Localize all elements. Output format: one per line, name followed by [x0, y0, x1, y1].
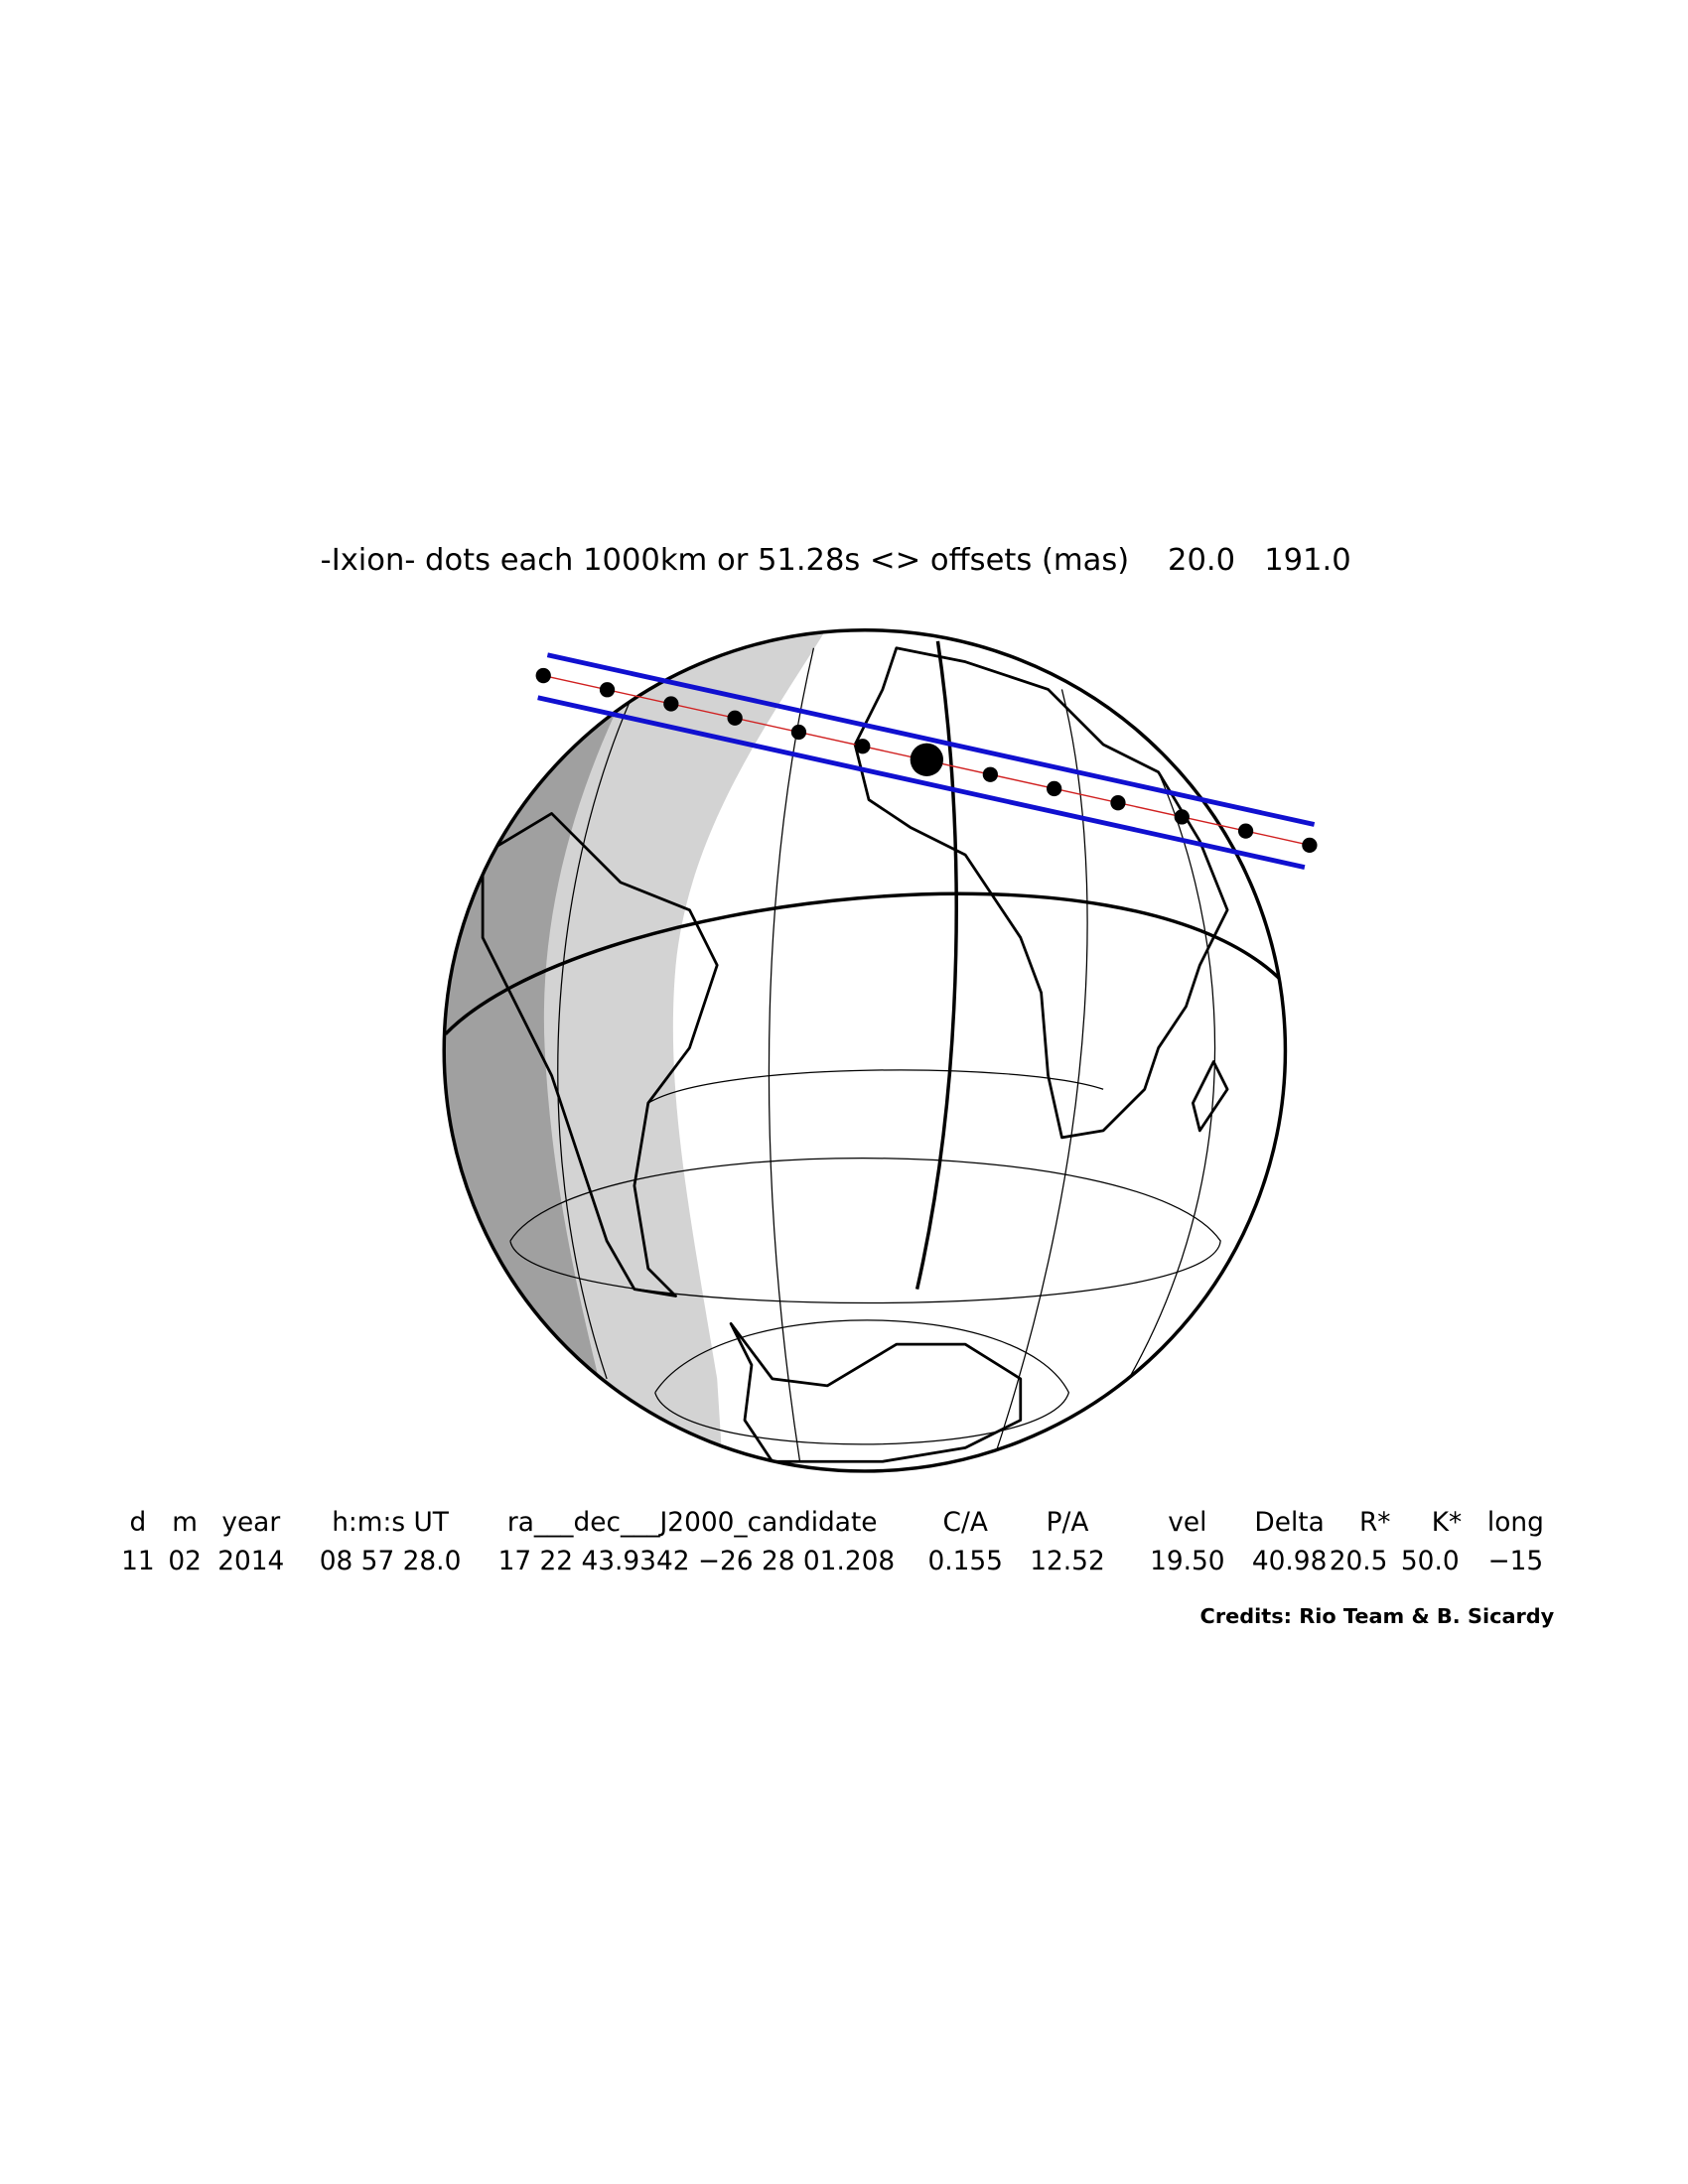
table-header: K* — [1432, 1508, 1462, 1538]
time-dot — [535, 667, 551, 684]
time-dot — [790, 724, 807, 741]
time-dot — [727, 710, 743, 726]
time-dot — [599, 682, 616, 698]
shadow-path — [535, 652, 1318, 870]
south-america-outline — [481, 812, 719, 1297]
meridian-line — [1102, 771, 1216, 1421]
time-dot — [982, 766, 998, 782]
latitude-line — [647, 1069, 1104, 1104]
table-value: −15 — [1488, 1547, 1544, 1576]
table-header: ra___dec___J2000_candidate — [507, 1508, 878, 1538]
map-title: -Ixion- dots each 1000km or 51.28s <> of… — [321, 543, 1351, 578]
table-header: year — [221, 1508, 280, 1538]
table-header: Delta — [1254, 1508, 1324, 1538]
madagascar-outline — [1192, 1060, 1229, 1133]
closest-approach-dot — [910, 743, 943, 776]
time-dot — [1237, 823, 1254, 839]
table-header: h:m:s UT — [332, 1508, 450, 1538]
meridian-line — [557, 661, 649, 1380]
credits: Credits: Rio Team & B. Sicardy — [1200, 1604, 1555, 1628]
table-value: 2014 — [217, 1547, 284, 1576]
time-dots — [535, 667, 1318, 854]
time-dot — [1174, 809, 1190, 825]
table-header: d — [130, 1508, 147, 1538]
time-dot — [855, 739, 871, 754]
antarctica-outline — [729, 1321, 1023, 1463]
table-value: 40.98 — [1252, 1547, 1328, 1576]
table-value: 08 57 28.0 — [320, 1547, 462, 1576]
table-header: R* — [1359, 1508, 1391, 1538]
globe-limb — [442, 627, 1288, 1473]
table-value: 19.50 — [1150, 1547, 1225, 1576]
table-value: 0.155 — [927, 1547, 1003, 1576]
table-value: 17 22 43.9342 −26 28 01.208 — [498, 1547, 896, 1576]
table-header: vel — [1168, 1508, 1206, 1538]
meridian-line — [992, 689, 1088, 1462]
table-value: 11 — [121, 1547, 155, 1576]
table-value: 12.52 — [1030, 1547, 1105, 1576]
africa-outline — [853, 646, 1229, 1140]
shadow-limit-south — [537, 695, 1306, 870]
table-header: P/A — [1047, 1508, 1089, 1538]
shadow-limit-north — [546, 652, 1316, 827]
table-header: m — [172, 1508, 198, 1538]
table-value: 02 — [168, 1547, 202, 1576]
latitude-line — [654, 1319, 1070, 1445]
time-dot — [1302, 837, 1318, 854]
table-value: 50.0 — [1401, 1547, 1460, 1576]
table-value: 20.5 — [1330, 1547, 1388, 1576]
time-dot — [1110, 795, 1126, 811]
time-dot — [663, 696, 679, 712]
event-table: d m year h:m:s UT ra___dec___J2000_candidate… — [121, 1508, 1544, 1576]
table-header: C/A — [943, 1508, 988, 1538]
equator — [444, 891, 1284, 1035]
table-header: long — [1487, 1508, 1544, 1538]
central-meridian — [914, 640, 958, 1290]
latitude-line — [509, 1158, 1221, 1304]
globe — [442, 627, 1288, 1473]
time-dot — [1047, 780, 1062, 797]
